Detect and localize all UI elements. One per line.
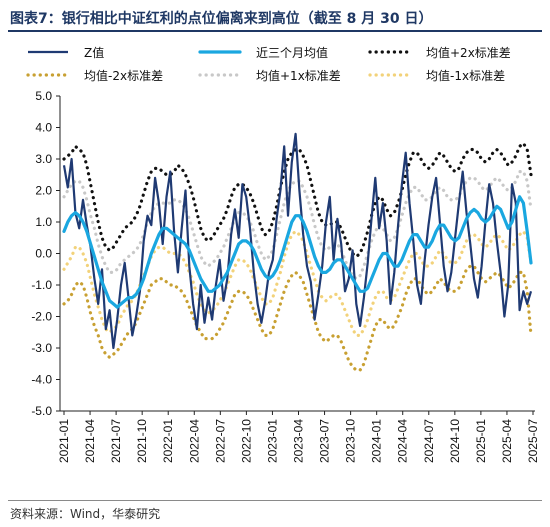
x-tick-label: 2024-07 [422, 419, 436, 463]
x-tick-label: 2025-04 [500, 419, 514, 463]
y-tick-label: -4.0 [31, 373, 52, 387]
series-line-minus2 [62, 264, 533, 372]
y-tick-label: 0.0 [35, 247, 52, 261]
series-line-z [62, 132, 533, 350]
series-lines [62, 132, 533, 372]
legend-label-plus1: 均值+1x标准差 [256, 68, 341, 83]
x-tick-label: 2023-04 [292, 419, 306, 463]
chart-title-block: 图表7：银行相比中证红利的点位偏离来到高位（截至 8 月 30 日） [10, 8, 432, 28]
x-tick-label: 2025-01 [474, 419, 488, 463]
y-tick-label: -1.0 [31, 278, 52, 292]
series-line-plus2 [62, 141, 533, 259]
legend-label-ma3: 近三个月均值 [256, 45, 328, 60]
plot-area [59, 96, 535, 412]
legend-label-z: Z值 [84, 45, 104, 60]
x-tick-label: 2024-01 [370, 419, 384, 463]
series-line-ma3 [62, 195, 533, 309]
series-line-plus1 [62, 170, 533, 281]
legend-label-plus2: 均值+2x标准差 [426, 45, 511, 60]
legend-label-minus1: 均值-1x标准差 [426, 68, 505, 83]
x-tick-label: 2022-01 [161, 419, 175, 463]
figure-label: 图表7： [10, 11, 62, 27]
y-tick-label: 3.0 [35, 152, 52, 166]
x-tick-label: 2021-07 [109, 419, 123, 463]
x-tick-label: 2023-01 [265, 419, 279, 463]
y-tick-label: -5.0 [31, 404, 52, 418]
y-tick-label: 4.0 [35, 121, 52, 135]
x-tick-label: 2022-07 [213, 419, 227, 463]
title-rule [8, 30, 542, 32]
x-tick-label: 2023-07 [318, 419, 332, 463]
x-tick-label: 2022-04 [187, 419, 201, 463]
y-tick-label: 2.0 [35, 184, 52, 198]
source-note: 资料来源：Wind，华泰研究 [10, 507, 161, 521]
x-axis: 2021-01 2021-04 2021-07 2021-10 2022-01 2022-… [57, 411, 540, 463]
x-tick-label: 2022-10 [239, 419, 253, 463]
x-tick-label: 2021-04 [83, 419, 97, 463]
footer-rule [8, 500, 542, 501]
x-tick-label: 2025-07 [526, 419, 540, 463]
x-tick-label: 2024-10 [448, 419, 462, 463]
x-tick-label: 2024-04 [396, 419, 410, 463]
y-axis: 5.0 4.0 3.0 2.0 1.0 0.0 -1.0 -2.0 -3.0 -4.0 -5.0 [31, 89, 60, 418]
y-tick-label: -2.0 [31, 310, 52, 324]
chart-title: 银行相比中证红利的点位偏离来到高位（截至 8 月 30 日） [61, 11, 433, 27]
x-tick-label: 2021-10 [135, 419, 149, 463]
y-tick-label: 1.0 [35, 215, 52, 229]
x-tick-label: 2023-10 [344, 419, 358, 463]
legend-label-minus2: 均值-2x标准差 [84, 68, 163, 83]
y-tick-label: 5.0 [35, 89, 52, 103]
x-tick-label: 2021-01 [57, 419, 71, 463]
y-tick-label: -3.0 [31, 341, 52, 355]
